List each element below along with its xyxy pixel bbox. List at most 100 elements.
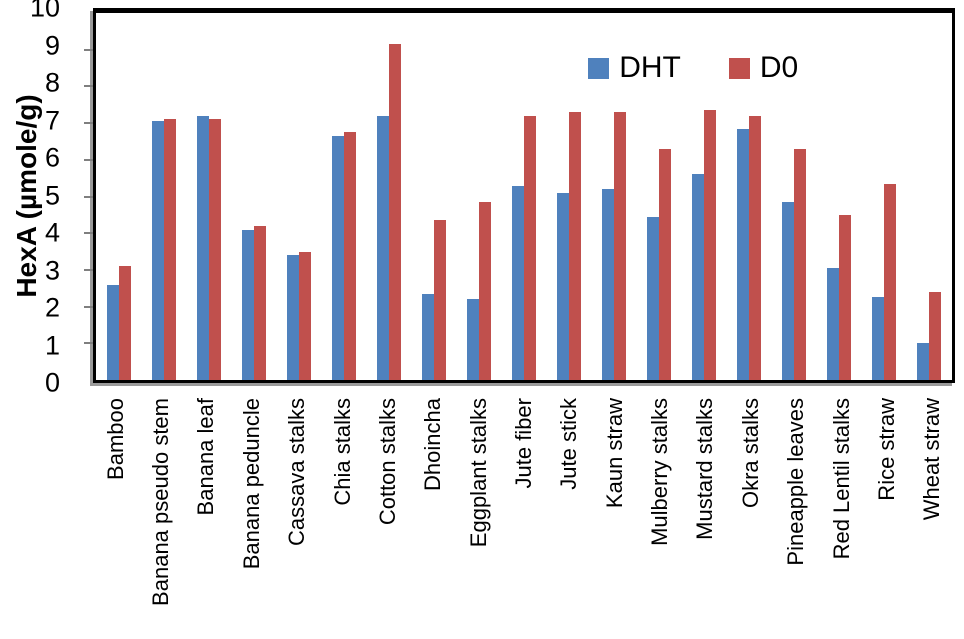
y-axis-tick-mark xyxy=(84,195,93,198)
x-category-label: Dhoincha xyxy=(420,398,446,491)
bar-group xyxy=(501,13,546,380)
bar-d0 xyxy=(884,183,897,380)
x-category-label: Red Lentil stalks xyxy=(828,398,854,560)
bar-d0 xyxy=(704,110,717,380)
y-axis-tick-mark xyxy=(84,305,93,308)
bar-dht xyxy=(421,293,434,380)
x-category-label: Cassava stalks xyxy=(284,398,310,546)
bar-group xyxy=(682,13,727,380)
legend-item-d0: D0 xyxy=(728,53,798,83)
y-axis-tick-mark xyxy=(84,268,93,271)
x-category-label: Kaun straw xyxy=(601,398,627,509)
bar-group xyxy=(366,13,411,380)
x-category-label: Banana pseudo stem xyxy=(148,398,174,606)
y-tick-label: 8 xyxy=(44,67,60,98)
bar-d0 xyxy=(118,266,131,380)
bar-d0 xyxy=(478,202,491,380)
bar-dht xyxy=(241,229,254,380)
x-category-label: Mustard stalks xyxy=(692,398,718,540)
y-tick-label: 4 xyxy=(44,217,60,248)
bar-group xyxy=(321,13,366,380)
bar-group xyxy=(637,13,682,380)
x-category-label: Mulberry stalks xyxy=(647,398,673,546)
bar-group xyxy=(231,13,276,380)
y-tick-label: 7 xyxy=(44,105,60,135)
x-category-label: Wheat straw xyxy=(919,398,945,521)
x-category-label: Chia stalks xyxy=(329,398,355,506)
y-tick-label: 0 xyxy=(44,367,60,398)
bar-d0 xyxy=(163,119,176,380)
bar-dht xyxy=(782,202,795,380)
bar-dht xyxy=(331,135,344,380)
y-tick-label: 2 xyxy=(44,292,60,323)
bar-dht xyxy=(692,174,705,380)
bar-group xyxy=(862,13,907,380)
bar-series-container xyxy=(96,13,952,380)
bar-d0 xyxy=(929,291,942,380)
bar-d0 xyxy=(614,112,627,380)
y-axis-tick-mark xyxy=(84,232,93,235)
bar-dht xyxy=(376,115,389,380)
x-category-label: Pineapple leaves xyxy=(783,398,809,566)
x-axis-category-labels: Bamboo Banana pseudo stem Banana leaf Banan… xyxy=(93,392,955,639)
x-category-label: Okra stalks xyxy=(737,398,763,509)
x-category-label: Eggplant stalks xyxy=(465,398,491,548)
legend-swatch-icon xyxy=(728,57,750,79)
bar-dht xyxy=(602,189,615,380)
y-tick-label: 1 xyxy=(44,330,60,360)
bar-d0 xyxy=(388,44,401,380)
bar-dht xyxy=(556,192,569,380)
x-category-label: Banana leaf xyxy=(193,398,219,516)
bar-dht xyxy=(511,185,524,380)
bar-d0 xyxy=(298,251,311,380)
bar-d0 xyxy=(659,148,672,380)
bar-group xyxy=(411,13,456,380)
bar-d0 xyxy=(794,148,807,380)
bar-dht xyxy=(106,284,119,380)
plot-area: DHT D0 xyxy=(84,8,955,383)
y-tick-label: 6 xyxy=(44,142,60,173)
x-category-label: Rice straw xyxy=(873,398,899,501)
bar-group xyxy=(817,13,862,380)
bar-d0 xyxy=(433,220,446,380)
bar-group xyxy=(456,13,501,380)
y-axis-tick-labels: 0 1 2 3 4 5 6 7 8 9 10 xyxy=(0,0,66,396)
bar-dht xyxy=(737,128,750,380)
bar-d0 xyxy=(208,119,221,380)
legend-label: DHT xyxy=(619,51,681,85)
y-axis-tick-mark xyxy=(84,342,93,345)
bar-group xyxy=(727,13,772,380)
legend-swatch-icon xyxy=(588,57,610,79)
bar-d0 xyxy=(523,115,536,380)
bar-group xyxy=(546,13,591,380)
bar-dht xyxy=(151,121,164,380)
bar-group xyxy=(592,13,637,380)
y-tick-label: 9 xyxy=(44,30,60,60)
bar-group xyxy=(186,13,231,380)
bar-dht xyxy=(196,115,209,380)
bar-d0 xyxy=(253,225,266,380)
x-category-label: Cotton stalks xyxy=(374,398,400,526)
x-category-label: Banana peduncle xyxy=(238,398,264,570)
bar-dht xyxy=(466,299,479,380)
y-axis-tick-mark xyxy=(84,158,93,161)
bar-group xyxy=(907,13,952,380)
bar-dht xyxy=(872,297,885,380)
x-category-label: Jute fiber xyxy=(511,398,536,489)
y-axis-tick-mark xyxy=(84,85,93,88)
bar-group xyxy=(276,13,321,380)
bar-d0 xyxy=(343,132,356,380)
bar-dht xyxy=(286,255,299,380)
bar-group xyxy=(96,13,141,380)
y-tick-label: 3 xyxy=(44,255,60,285)
legend-item-dht: DHT xyxy=(588,53,681,83)
bar-dht xyxy=(647,216,660,380)
bar-d0 xyxy=(568,112,581,380)
y-tick-label: 10 xyxy=(29,0,60,23)
x-category-label: Jute stick xyxy=(556,398,582,490)
y-tick-label: 5 xyxy=(44,180,60,210)
y-axis-tick-mark xyxy=(84,122,93,125)
bar-dht xyxy=(917,343,930,380)
bar-group xyxy=(772,13,817,380)
